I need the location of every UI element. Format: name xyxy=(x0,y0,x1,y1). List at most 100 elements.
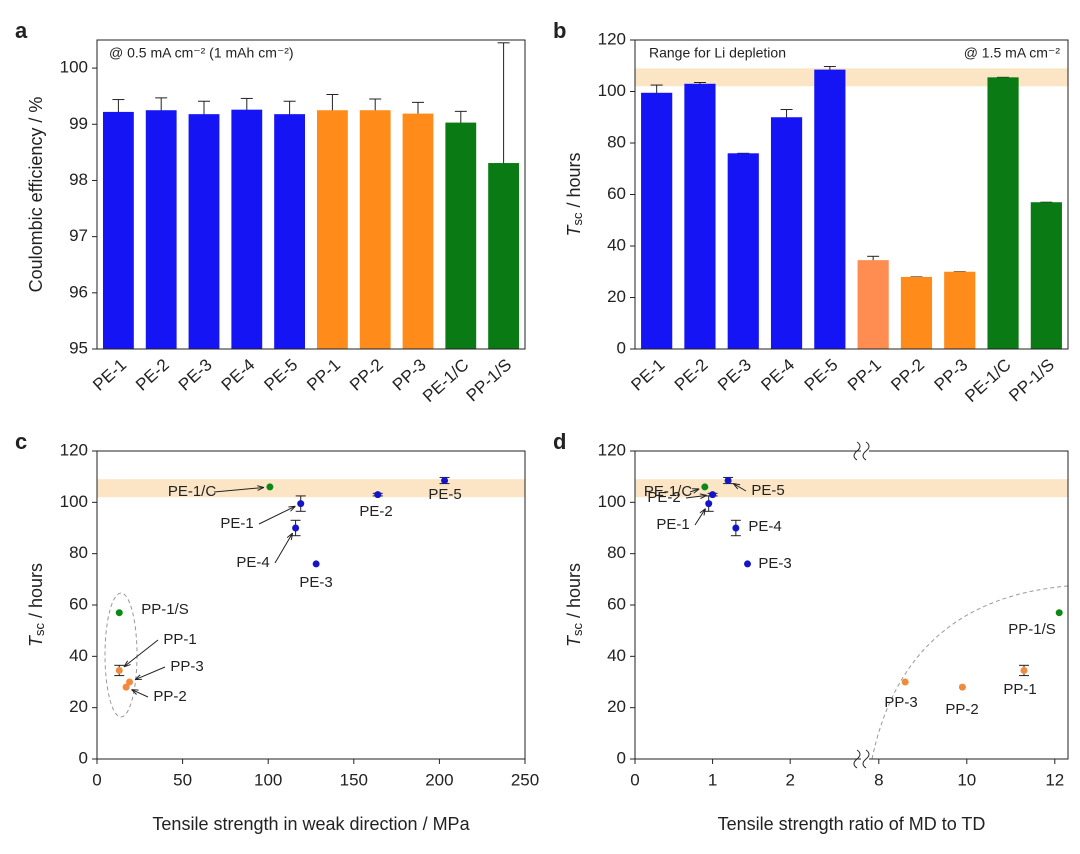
y-tick-label: 100 xyxy=(60,492,88,511)
y-tick-label: 80 xyxy=(607,543,626,562)
y-tick-label: 20 xyxy=(69,697,88,716)
bar xyxy=(145,110,177,350)
axis-break xyxy=(862,749,870,769)
point xyxy=(744,560,751,568)
label-arrow xyxy=(131,689,149,698)
x-tick-label: PE-1 xyxy=(628,355,669,394)
annotation: @ 0.5 mA cm⁻² (1 mAh cm⁻²) xyxy=(109,45,294,61)
arrow-head xyxy=(692,488,700,494)
x-tick-label: PP-2 xyxy=(346,355,387,394)
x-tick-label: 100 xyxy=(254,770,282,789)
y-label-part: sc xyxy=(32,623,47,637)
y-label-part: sc xyxy=(570,623,585,637)
bar xyxy=(727,153,759,349)
x-tick-label: 150 xyxy=(340,770,368,789)
point-label: PP-1 xyxy=(163,631,196,648)
plot-frame xyxy=(634,39,1069,350)
point xyxy=(126,678,134,686)
x-axis-label: Tensile strength ratio of MD to TD xyxy=(718,814,986,834)
bar xyxy=(857,260,889,349)
bar xyxy=(814,69,846,350)
label-arrow xyxy=(258,505,296,525)
y-label-part: / hours xyxy=(564,563,584,623)
axis-break-gap xyxy=(861,755,869,763)
label-arrow xyxy=(213,486,264,493)
point xyxy=(701,483,709,491)
point-label: PE-1/C xyxy=(644,483,693,500)
point-label: PE-4 xyxy=(748,518,781,535)
point xyxy=(115,609,123,617)
x-tick-label: PE-4 xyxy=(757,355,798,394)
bar xyxy=(900,276,933,349)
y-tick-label: 97 xyxy=(69,226,88,245)
x-axis-label: Tensile strength in weak direction / MPa xyxy=(152,814,470,834)
y-tick-label: 100 xyxy=(598,492,626,511)
y-tick-label: 0 xyxy=(79,748,88,767)
point xyxy=(122,683,130,691)
y-tick-label: 98 xyxy=(69,170,88,189)
y-label-part: sc xyxy=(570,212,585,226)
y-tick-label: 120 xyxy=(60,440,88,459)
plot-frame xyxy=(634,450,1069,760)
y-tick-label: 40 xyxy=(69,646,88,665)
x-tick-label: 1 xyxy=(708,770,717,789)
x-tick-label: PE-4 xyxy=(218,355,259,394)
depletion-band xyxy=(97,479,525,498)
point-label: PP-1 xyxy=(1003,681,1036,698)
arrow-head xyxy=(123,660,131,668)
axis-break xyxy=(862,441,870,461)
annotation: @ 1.5 mA cm⁻² xyxy=(964,45,1061,61)
x-tick-label: PE-1/C xyxy=(961,355,1014,406)
bar xyxy=(770,117,803,349)
x-tick-label: PE-5 xyxy=(260,355,301,394)
panel-letter: d xyxy=(553,429,566,454)
point xyxy=(709,491,717,499)
point-label: PP-2 xyxy=(945,701,978,718)
bar xyxy=(188,114,220,349)
point xyxy=(1020,666,1028,674)
axis-break xyxy=(853,749,861,769)
y-label-part: T xyxy=(564,224,584,237)
y-tick-label: 99 xyxy=(69,114,88,133)
label-arrow xyxy=(733,483,747,492)
y-tick-label: 0 xyxy=(617,338,626,357)
y-tick-label: 40 xyxy=(607,646,626,665)
point xyxy=(374,491,382,499)
y-tick-label: 100 xyxy=(60,58,88,77)
point-label: PE-3 xyxy=(299,574,332,591)
x-tick-label: PE-2 xyxy=(132,355,173,394)
bar xyxy=(274,114,306,349)
bar xyxy=(402,113,434,350)
y-axis-label: Tsc / hours xyxy=(564,563,586,647)
point-label: PE-5 xyxy=(428,486,461,503)
point-label: PE-2 xyxy=(647,489,680,506)
x-tick-label: PE-3 xyxy=(714,355,755,394)
x-tick-label: 250 xyxy=(511,770,539,789)
x-tick-label: PE-1 xyxy=(89,355,130,394)
x-tick-label: 10 xyxy=(957,770,976,789)
point xyxy=(441,477,449,485)
label-arrow xyxy=(689,488,700,493)
arrow-head xyxy=(699,508,706,516)
y-axis-label: Tsc / hours xyxy=(26,563,48,647)
x-tick-label: PP-1/S xyxy=(463,355,516,405)
label-arrow xyxy=(685,494,707,499)
x-tick-label: PP-1 xyxy=(844,355,885,394)
point xyxy=(1055,609,1063,617)
point xyxy=(312,560,320,568)
point xyxy=(901,678,909,686)
x-tick-label: PP-2 xyxy=(887,355,928,394)
y-tick-label: 60 xyxy=(607,184,626,203)
x-tick-label: 12 xyxy=(1045,770,1064,789)
y-tick-label: 60 xyxy=(69,594,88,613)
label-arrow xyxy=(274,532,293,564)
y-tick-label: 0 xyxy=(617,748,626,767)
plot-frame xyxy=(96,450,526,760)
group-outline xyxy=(104,592,138,718)
y-tick-label: 100 xyxy=(598,81,626,100)
trend-curve xyxy=(871,585,1069,760)
y-label-part: / hours xyxy=(564,152,584,212)
point xyxy=(266,483,274,491)
point-label: PE-3 xyxy=(758,555,791,572)
